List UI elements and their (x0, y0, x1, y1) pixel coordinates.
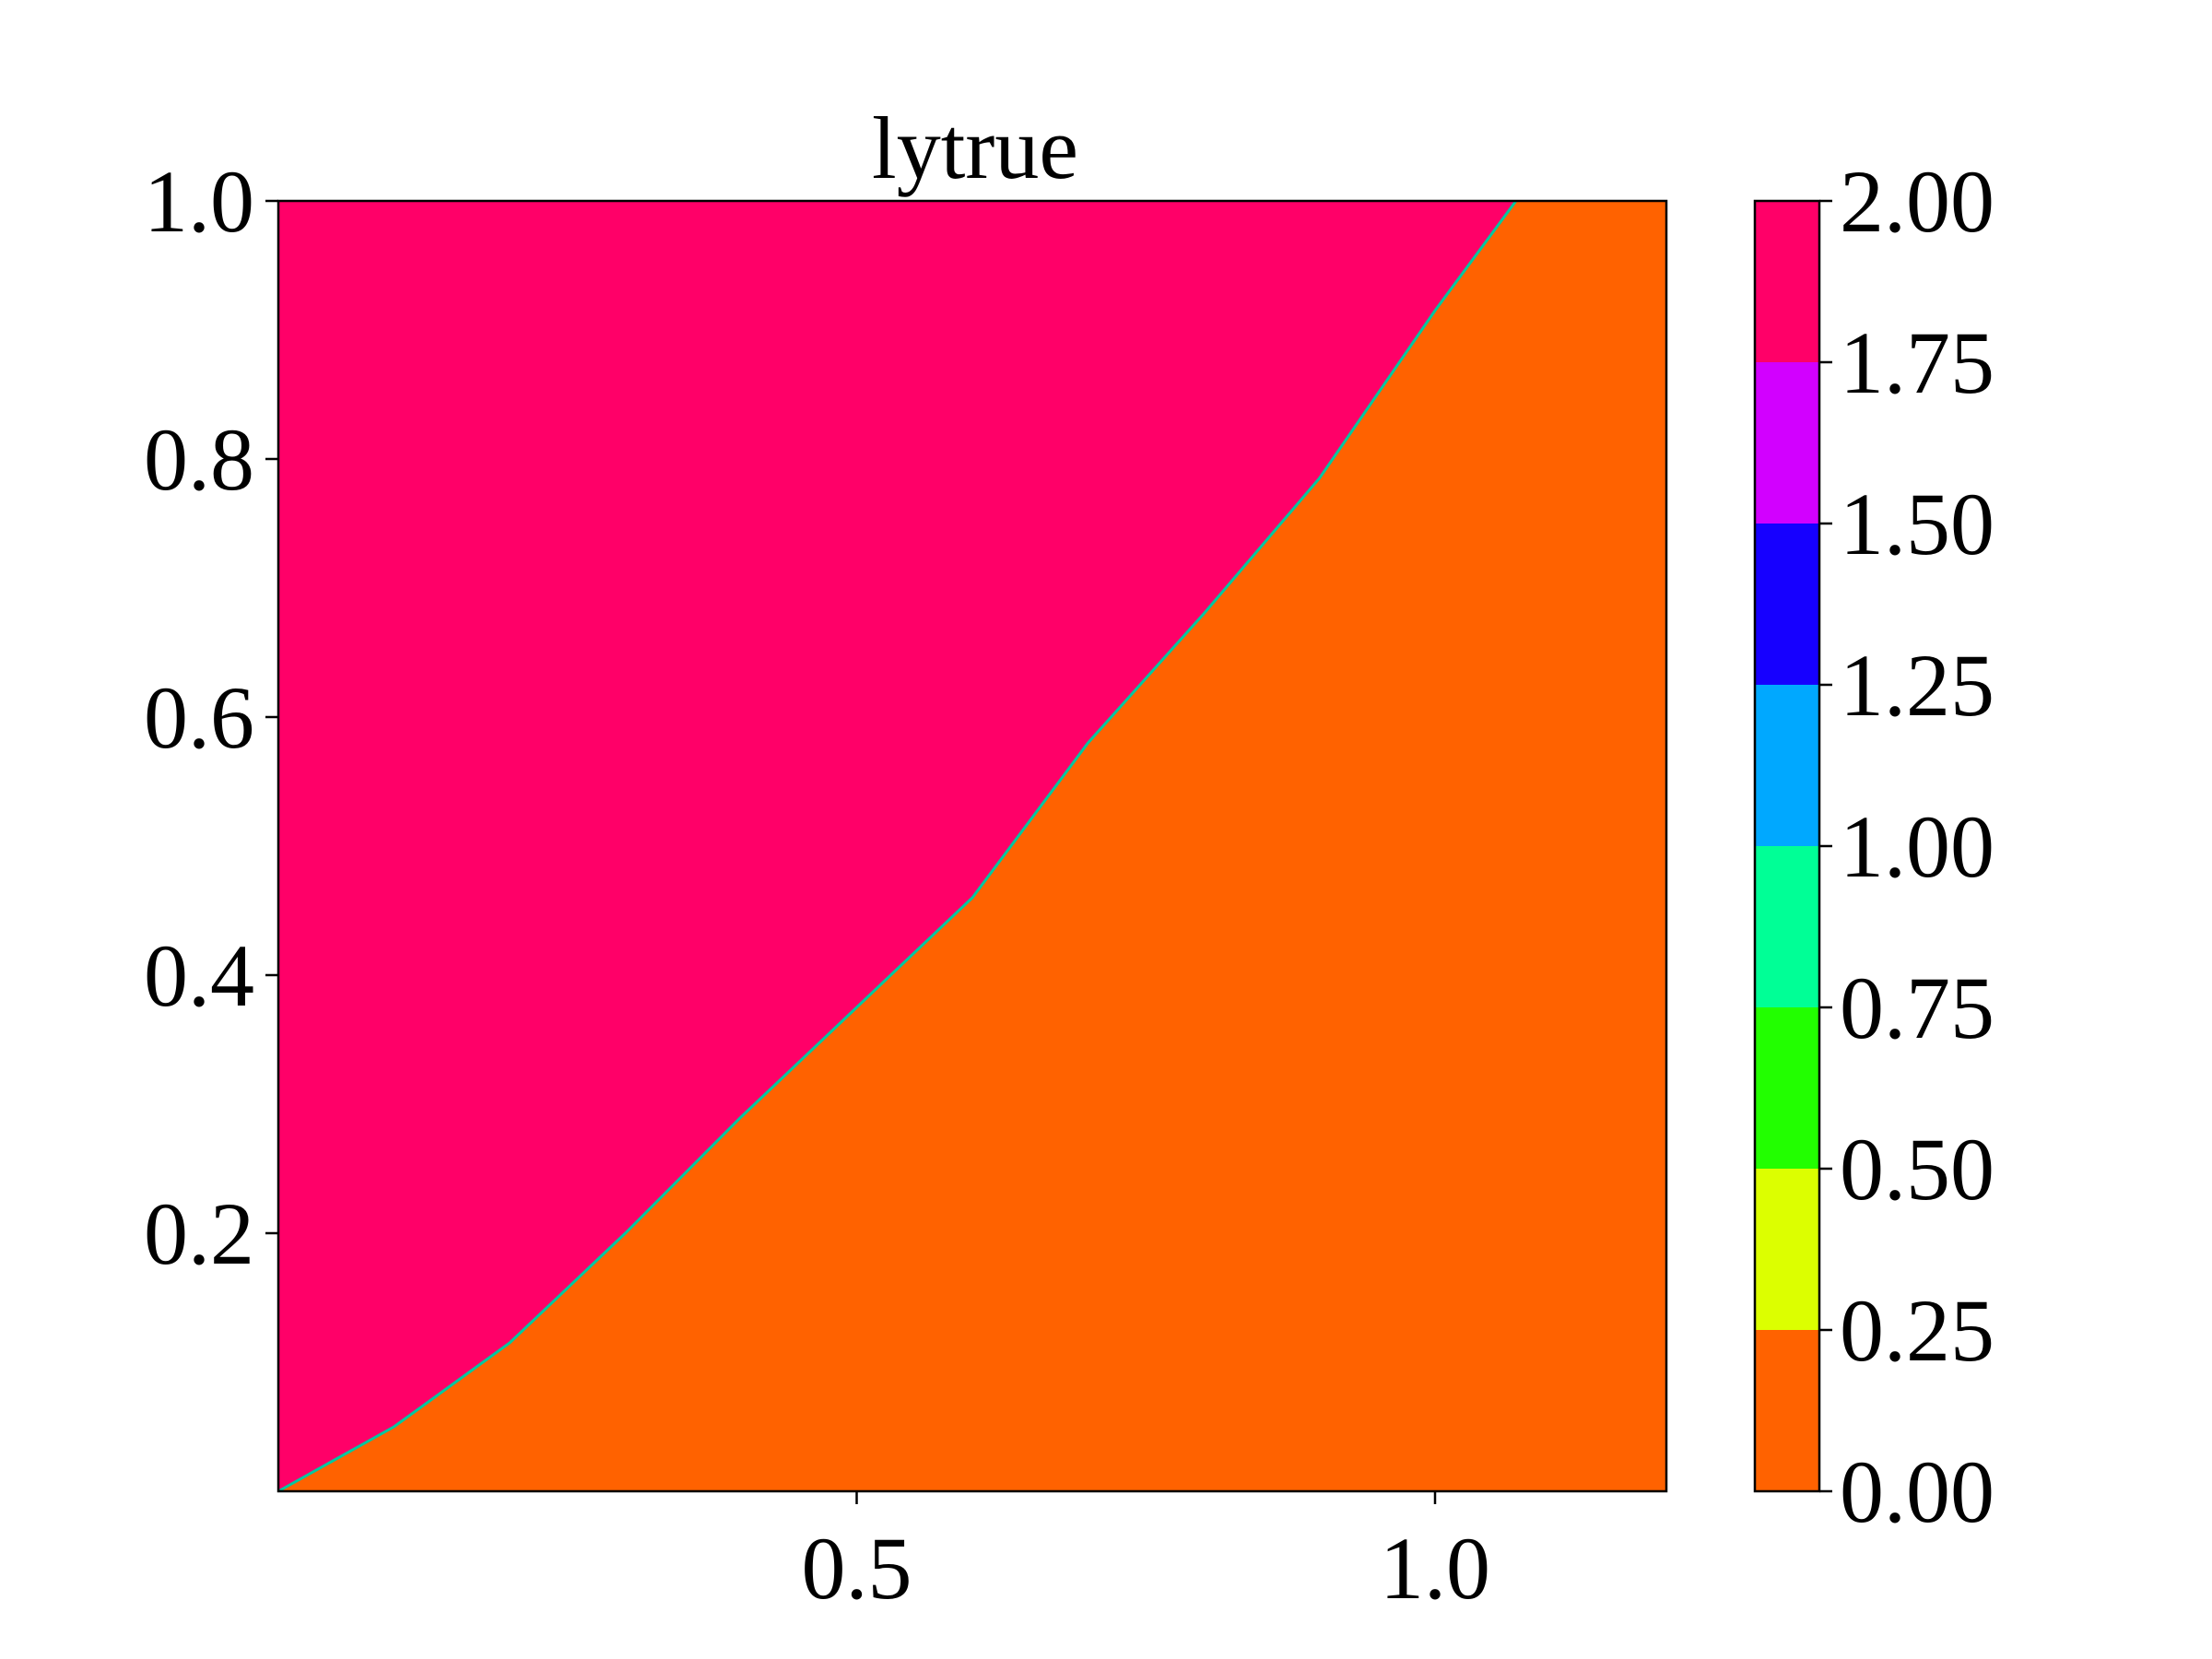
colorbar-segment (1755, 1330, 1819, 1491)
colorbar-tick-label: 1.50 (1840, 475, 1994, 573)
region-value-2 (278, 201, 1516, 1491)
plot-frame (276, 199, 1668, 1493)
y-tick-label: 1.0 (144, 152, 254, 251)
colorbar-tick-label: 1.25 (1840, 636, 1994, 735)
colorbar-segment (1755, 362, 1819, 524)
y-tick-label: 0.8 (144, 410, 254, 509)
colorbar-segment (1755, 201, 1819, 362)
x-tick-label: 0.5 (802, 1519, 912, 1618)
colorbar-tick-label: 0.25 (1840, 1281, 1994, 1380)
colorbar-tick-label: 2.00 (1840, 152, 1994, 251)
chart-title: lytrue (872, 99, 1078, 197)
colorbar-tick-label: 0.00 (1840, 1442, 1994, 1541)
x-axis: 0.5 1.0 (802, 1491, 1490, 1618)
y-tick-label: 0.6 (144, 668, 254, 767)
colorbar: 0.00 0.25 0.50 0.75 1.00 1.25 1.50 1.75 2.00 (1753, 152, 1994, 1541)
y-tick-label: 0.4 (144, 926, 254, 1025)
colorbar-segment (1755, 1007, 1819, 1169)
colorbar-tick-label: 0.50 (1840, 1120, 1994, 1218)
colorbar-segment (1755, 1169, 1819, 1330)
colorbar-tick-label: 1.75 (1840, 313, 1994, 412)
plot-area (276, 199, 1668, 1493)
y-axis: 0.2 0.4 0.6 0.8 1.0 (144, 152, 278, 1283)
colorbar-tick-label: 0.75 (1840, 959, 1994, 1057)
y-tick-label: 0.2 (144, 1184, 254, 1283)
x-tick-label: 1.0 (1380, 1519, 1490, 1618)
colorbar-segment (1755, 685, 1819, 846)
boundary-line (277, 200, 1518, 1493)
colorbar-tick-label: 1.00 (1840, 797, 1994, 896)
colorbar-segment (1755, 846, 1819, 1007)
colorbar-segment (1755, 524, 1819, 685)
